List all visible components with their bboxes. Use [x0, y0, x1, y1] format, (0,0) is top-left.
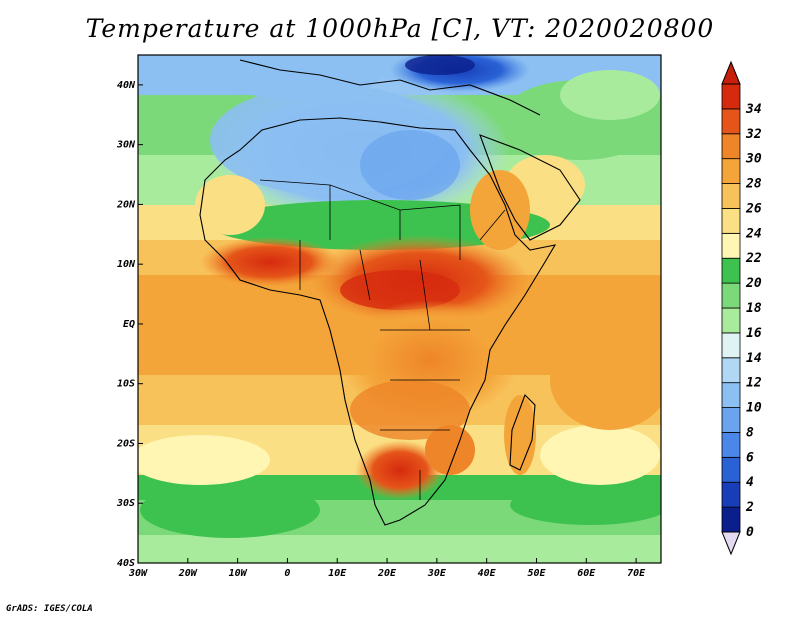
- lon-tick-label: 10E: [328, 568, 347, 579]
- colorbar-segment: [721, 108, 741, 135]
- colorbar-label: 6: [746, 450, 754, 465]
- colorbar-label: 10: [746, 401, 762, 416]
- colorbar-label: 16: [746, 326, 762, 341]
- colorbar-segment: [721, 282, 741, 309]
- colorbar-label: 24: [745, 226, 762, 241]
- colorbar-label: 34: [745, 102, 762, 117]
- borders: [259, 179, 506, 500]
- colorbar-segment: [721, 183, 741, 209]
- lat-axis: 40S 30S 20S 10S EQ 10N 20N 30N 40N: [116, 80, 143, 569]
- lat-tick-label: 30N: [116, 140, 136, 151]
- lon-tick-label: 20E: [377, 568, 397, 579]
- colorbar-label: 22: [745, 251, 762, 266]
- colorbar-segment: [721, 332, 741, 359]
- colorbar-segment: [721, 506, 741, 533]
- colorbar-segment: [721, 232, 741, 259]
- colorbar-label: 28: [745, 177, 762, 192]
- colorbar-segment: [721, 83, 741, 110]
- lat-tick-label: 40N: [117, 80, 136, 91]
- credit-text: GrADS: IGES/COLA: [6, 604, 93, 614]
- chart-title: Temperature at 1000hPa [C], VT: 20200208…: [85, 14, 715, 43]
- colorbar-segment: [721, 456, 741, 483]
- colorbar-over-arrow: [721, 60, 741, 85]
- lon-tick-label: 30E: [427, 568, 447, 579]
- lat-tick-label: 20N: [116, 199, 136, 210]
- colorbar-label: 2: [745, 500, 754, 515]
- madagascar-coastline: [509, 394, 536, 471]
- coastlines: [199, 59, 581, 526]
- plot-frame: [137, 54, 662, 564]
- lon-tick-label: 70E: [627, 568, 646, 579]
- colorbar-segment: [721, 407, 741, 433]
- colorbar-under-arrow: [721, 531, 741, 556]
- lon-tick-label: 10W: [229, 568, 248, 579]
- africa-coastline: [199, 117, 557, 526]
- colorbar-segment: [721, 307, 741, 334]
- colorbar-segment: [721, 357, 741, 384]
- lon-tick-label: 20W: [178, 568, 198, 579]
- europe-coastline: [239, 59, 541, 116]
- colorbar-segment: [721, 382, 741, 408]
- lat-tick-label: EQ: [123, 319, 135, 330]
- colorbar-label: 0: [746, 525, 754, 540]
- colorbar-segment: [721, 432, 741, 458]
- colorbar-label: 30: [745, 152, 762, 167]
- colorbar-segment: [721, 158, 741, 184]
- colorbar-segment: [721, 481, 741, 508]
- lat-tick-label: 30S: [116, 498, 135, 509]
- lon-tick-label: 50E: [527, 568, 546, 579]
- lon-tick-label: 0: [284, 568, 290, 579]
- lon-tick-label: 30W: [128, 568, 148, 579]
- colorbar-label: 26: [745, 201, 762, 216]
- lat-tick-label: 40S: [117, 558, 135, 569]
- colorbar-segment: [721, 133, 741, 160]
- colorbar-segment: [721, 257, 741, 284]
- lat-tick-label: 10N: [117, 259, 136, 270]
- lon-tick-label: 60E: [577, 568, 596, 579]
- lon-tick-label: 40E: [478, 568, 497, 579]
- colorbar-label: 8: [746, 425, 754, 440]
- lon-axis: 30W 20W 10W 0 10E 20E 30E 40E 50E 60E 70E: [128, 558, 646, 579]
- lat-tick-label: 10S: [117, 379, 135, 390]
- temperature-field: [138, 55, 661, 563]
- colorbar-label: 12: [746, 376, 762, 391]
- colorbar-label: 14: [746, 351, 762, 366]
- arabia-coastline: [479, 134, 581, 241]
- colorbar-label: 32: [745, 127, 762, 142]
- colorbar-segment: [721, 208, 741, 234]
- lat-tick-label: 20S: [116, 438, 135, 449]
- colorbar-label: 4: [746, 475, 754, 490]
- colorbar-label: 18: [746, 301, 762, 316]
- colorbar-label: 20: [745, 276, 762, 291]
